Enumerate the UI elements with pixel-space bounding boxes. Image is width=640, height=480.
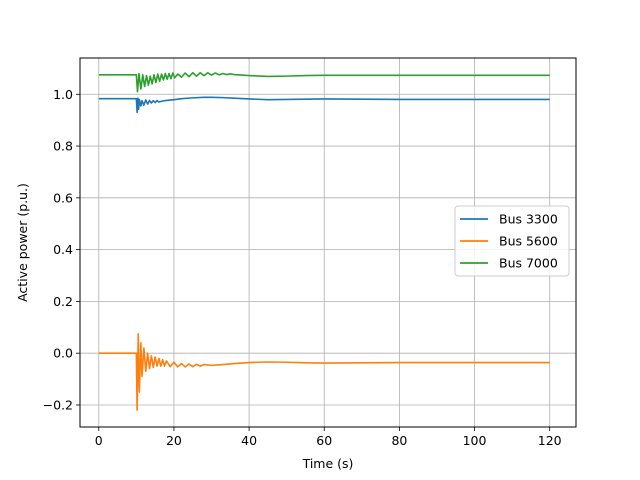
y-tick-label: −0.2 xyxy=(43,397,73,412)
y-tick-label: 0.8 xyxy=(53,139,73,154)
y-tick-label: 0.0 xyxy=(53,346,73,361)
legend-box xyxy=(454,205,570,277)
y-axis-label: Active power (p.u.) xyxy=(15,183,30,302)
plot-frame xyxy=(79,57,577,428)
x-tick-label: 60 xyxy=(316,433,332,448)
legend-entry: Bus 5600 xyxy=(499,234,558,249)
legend-entry: Bus 7000 xyxy=(499,256,558,271)
y-tick-label: 0.4 xyxy=(53,242,73,257)
y-tick-label: 0.2 xyxy=(53,294,73,309)
x-tick-label: 40 xyxy=(241,433,257,448)
y-axis-ticks: −0.2 0.0 0.2 0.4 0.6 0.8 1.0 xyxy=(43,87,80,412)
x-tick-label: 100 xyxy=(463,433,487,448)
series-line-1 xyxy=(98,96,550,114)
x-tick-label: 0 xyxy=(95,433,103,448)
y-tick-label: 0.6 xyxy=(53,190,73,205)
x-axis-label: Time (s) xyxy=(302,456,354,471)
series-line-2 xyxy=(98,332,550,411)
y-tick-label: 1.0 xyxy=(53,87,73,102)
x-tick-label: 80 xyxy=(391,433,407,448)
series-lines xyxy=(98,71,550,411)
legend-entry: Bus 3300 xyxy=(499,212,558,227)
x-tick-label: 20 xyxy=(166,433,182,448)
x-axis-ticks: 0 20 40 60 80 100 120 xyxy=(95,427,562,448)
series-line-3 xyxy=(98,71,550,93)
x-tick-label: 120 xyxy=(538,433,562,448)
legend: Bus 3300 Bus 5600 Bus 7000 xyxy=(454,205,570,277)
